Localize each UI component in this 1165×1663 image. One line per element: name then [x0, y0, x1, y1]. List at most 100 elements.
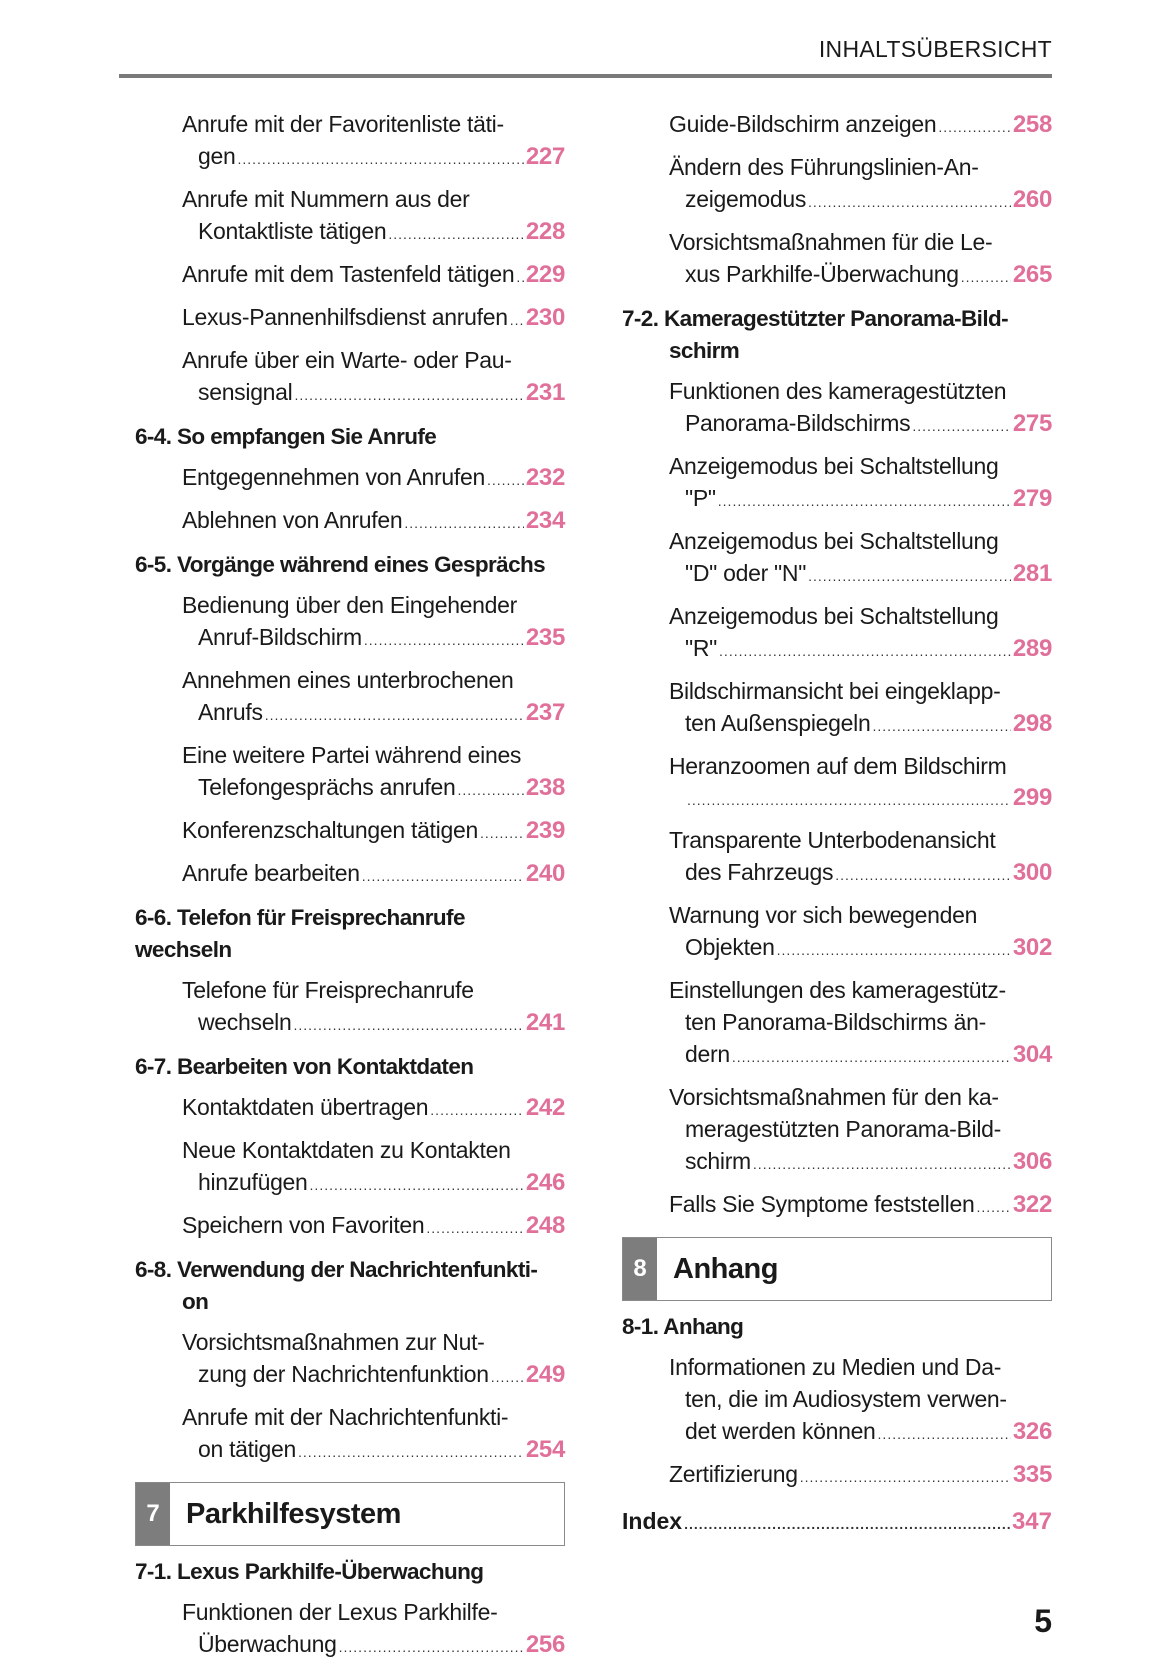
- chapter-heading[interactable]: 8 Anhang: [622, 1237, 1052, 1301]
- section-heading[interactable]: 6-6. Telefon für Freisprechanrufe wechse…: [135, 902, 565, 966]
- page-reference[interactable]: 275: [1012, 410, 1052, 437]
- page-reference[interactable]: 248: [525, 1212, 565, 1239]
- toc-entry[interactable]: Konferenzschaltungen tätigen 239: [135, 814, 565, 849]
- section-heading[interactable]: 7-1. Lexus Parkhilfe-Überwachung: [135, 1556, 565, 1588]
- page-reference[interactable]: 279: [1012, 485, 1052, 512]
- toc-entry[interactable]: Anzeigemodus bei Schaltstellung "P" 279: [622, 450, 1052, 517]
- page-reference[interactable]: 304: [1012, 1041, 1052, 1068]
- page-reference[interactable]: 227: [525, 143, 565, 170]
- toc-entry[interactable]: Anrufe mit dem Tastenfeld tätigen 229: [135, 258, 565, 293]
- page-reference[interactable]: 265: [1012, 261, 1052, 288]
- section-heading[interactable]: 8-1. Anhang: [622, 1311, 1052, 1343]
- dot-leader: [388, 218, 524, 250]
- toc-entry[interactable]: Entgegennehmen von Anrufen 232: [135, 461, 565, 496]
- page-reference[interactable]: 299: [1012, 784, 1052, 811]
- toc-entry[interactable]: Einstellungen des kameragestütz-ten Pano…: [622, 974, 1052, 1073]
- page-reference[interactable]: 238: [525, 774, 565, 801]
- section-heading[interactable]: 6-5. Vorgänge während eines Gesprächs: [135, 549, 565, 581]
- toc-entry[interactable]: Speichern von Favoriten 248: [135, 1209, 565, 1244]
- toc-entry[interactable]: Funktionen des kameragestützten Panorama-…: [622, 375, 1052, 442]
- toc-entry[interactable]: Anzeigemodus bei Schaltstellung "R" 289: [622, 600, 1052, 667]
- toc-entry[interactable]: Anrufe über ein Warte- oder Pau-sensigna…: [135, 344, 565, 411]
- page-reference[interactable]: 246: [525, 1169, 565, 1196]
- page-reference[interactable]: 326: [1012, 1418, 1052, 1445]
- toc-entry-line: Panorama-Bildschirms 275: [669, 407, 1052, 442]
- page-reference[interactable]: 241: [525, 1009, 565, 1036]
- toc-entry[interactable]: Vorsichtsmaßnahmen für den ka-meragestüt…: [622, 1081, 1052, 1180]
- toc-entry-line: Telefone für Freisprechanrufe: [182, 974, 565, 1006]
- toc-entry-text: Bildschirmansicht bei eingeklapp-: [669, 678, 1001, 704]
- section-heading[interactable]: 6-4. So empfangen Sie Anrufe: [135, 421, 565, 453]
- toc-entry[interactable]: Transparente Unterbodenansicht des Fahrze…: [622, 824, 1052, 891]
- page-reference[interactable]: 230: [525, 304, 565, 331]
- toc-entry[interactable]: Anrufe mit der Favoritenliste täti-gen 22…: [135, 108, 565, 175]
- page-reference[interactable]: 347: [1011, 1508, 1052, 1535]
- toc-entry[interactable]: Telefone für Freisprechanrufe wechseln 241: [135, 974, 565, 1041]
- page-reference[interactable]: 240: [525, 860, 565, 887]
- page-reference[interactable]: 298: [1012, 710, 1052, 737]
- toc-entry[interactable]: Funktionen der Lexus Parkhilfe- Überwachu…: [135, 1596, 565, 1663]
- dot-leader: [976, 1191, 1010, 1223]
- page-reference[interactable]: 228: [525, 218, 565, 245]
- toc-entry[interactable]: Bildschirmansicht bei eingeklapp-ten Auß…: [622, 675, 1052, 742]
- toc-entry[interactable]: Guide-Bildschirm anzeigen 258: [622, 108, 1052, 143]
- dot-leader: [912, 410, 1010, 442]
- toc-entry-line: ten Außenspiegeln 298: [669, 707, 1052, 742]
- toc-entry-text: on tätigen: [198, 1436, 297, 1462]
- section-heading[interactable]: 6-8. Verwendung der Nachrichtenfunkti-on: [135, 1254, 565, 1318]
- page-reference[interactable]: 231: [525, 379, 565, 406]
- toc-entry[interactable]: Lexus-Pannenhilfsdienst anrufen 230: [135, 301, 565, 336]
- toc-entry[interactable]: Zertifizierung 335: [622, 1458, 1052, 1493]
- toc-entry-line: Bedienung über den Eingehender: [182, 589, 565, 621]
- toc-entry[interactable]: Falls Sie Symptome feststellen 322: [622, 1188, 1052, 1223]
- page-reference[interactable]: 234: [525, 507, 565, 534]
- toc-entry[interactable]: Ändern des Führungslinien-An-zeigemodus 2…: [622, 151, 1052, 218]
- chapter-heading[interactable]: 7 Parkhilfesystem: [135, 1482, 565, 1546]
- toc-entry-text: Anrufe mit der Nachrichtenfunkti-: [182, 1404, 509, 1430]
- toc-entry[interactable]: Kontaktdaten übertragen 242: [135, 1091, 565, 1126]
- toc-entry-text: dern: [685, 1041, 730, 1067]
- page-reference[interactable]: 302: [1012, 934, 1052, 961]
- toc-entry[interactable]: Vorsichtsmaßnahmen für die Le-xus Parkhi…: [622, 226, 1052, 293]
- page-reference[interactable]: 235: [525, 624, 565, 651]
- toc-entry[interactable]: Anrufe mit Nummern aus der Kontaktliste t…: [135, 183, 565, 250]
- dot-leader: [808, 560, 1011, 592]
- toc-entry[interactable]: Ablehnen von Anrufen 234: [135, 504, 565, 539]
- toc-entry[interactable]: Anrufe mit der Nachrichtenfunkti-on täti…: [135, 1401, 565, 1468]
- toc-entry-text: Vorsichtsmaßnahmen für die Le-: [669, 229, 993, 255]
- page-reference[interactable]: 335: [1012, 1461, 1052, 1488]
- page-reference[interactable]: 281: [1012, 560, 1052, 587]
- page-reference[interactable]: 300: [1012, 859, 1052, 886]
- toc-entry-line: Vorsichtsmaßnahmen für die Le-: [669, 226, 1052, 258]
- page-reference[interactable]: 260: [1012, 186, 1052, 213]
- section-heading[interactable]: 7-2. Kameragestützter Panorama-Bild-schi…: [622, 303, 1052, 367]
- page-reference[interactable]: 254: [525, 1436, 565, 1463]
- page-reference[interactable]: 242: [525, 1094, 565, 1121]
- toc-entry-text: Überwachung: [198, 1631, 337, 1657]
- toc-entry[interactable]: Heranzoomen auf dem Bildschirm299: [622, 750, 1052, 816]
- page-reference[interactable]: 256: [525, 1631, 565, 1658]
- dot-leader: [835, 859, 1011, 891]
- section-heading[interactable]: 6-7. Bearbeiten von Kontaktdaten: [135, 1051, 565, 1083]
- toc-entry[interactable]: Bedienung über den Eingehender Anruf-Bild…: [135, 589, 565, 656]
- index-entry[interactable]: Index 347: [622, 1505, 1052, 1540]
- toc-entry[interactable]: Vorsichtsmaßnahmen zur Nut-zung der Nach…: [135, 1326, 565, 1393]
- page-reference[interactable]: 232: [525, 464, 565, 491]
- toc-entry[interactable]: Annehmen eines unterbrochenen Anrufs 237: [135, 664, 565, 731]
- toc-entry-line: hinzufügen 246: [182, 1166, 565, 1201]
- page-reference[interactable]: 249: [525, 1361, 565, 1388]
- page-reference[interactable]: 258: [1012, 111, 1052, 138]
- page-reference[interactable]: 322: [1012, 1191, 1052, 1218]
- page-reference[interactable]: 306: [1012, 1148, 1052, 1175]
- toc-entry[interactable]: Informationen zu Medien und Da-ten, die …: [622, 1351, 1052, 1450]
- toc-entry[interactable]: Warnung vor sich bewegenden Objekten 302: [622, 899, 1052, 966]
- toc-entry[interactable]: Anrufe bearbeiten 240: [135, 857, 565, 892]
- toc-entry-text: Anzeigemodus bei Schaltstellung: [669, 453, 999, 479]
- page-reference[interactable]: 289: [1012, 635, 1052, 662]
- page-reference[interactable]: 229: [525, 261, 565, 288]
- toc-entry[interactable]: Anzeigemodus bei Schaltstellung "D" oder …: [622, 525, 1052, 592]
- page-reference[interactable]: 239: [525, 817, 565, 844]
- toc-entry[interactable]: Neue Kontaktdaten zu Kontakten hinzufügen…: [135, 1134, 565, 1201]
- page-reference[interactable]: 237: [525, 699, 565, 726]
- toc-entry[interactable]: Eine weitere Partei während eines Telefon…: [135, 739, 565, 806]
